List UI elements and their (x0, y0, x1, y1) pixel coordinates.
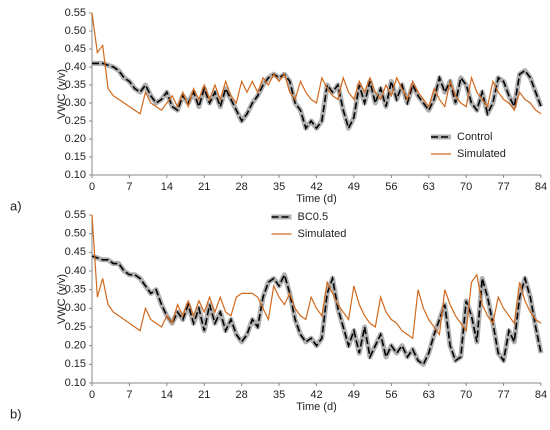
legend-label: Simulated (298, 228, 347, 240)
x-axis-label: Time (d) (296, 193, 337, 205)
x-tick-label: 42 (310, 181, 322, 193)
series-line (92, 62, 542, 131)
y-tick-label: 0.50 (65, 25, 86, 37)
series-line (91, 214, 542, 340)
x-tick-label: 49 (348, 181, 360, 193)
y-axis-label: VWC (v/v) (56, 69, 68, 119)
x-axis-label: Time (d) (296, 401, 337, 413)
y-tick-label: 0.35 (65, 284, 86, 296)
series-line (91, 255, 542, 366)
x-tick-label: 28 (236, 181, 248, 193)
x-tick-label: 21 (198, 389, 210, 401)
y-tick-label: 0.45 (65, 246, 86, 258)
panel-label: b) (10, 406, 22, 421)
y-axis-label: VWC (v/v) (56, 274, 68, 324)
x-tick-label: 70 (460, 181, 472, 193)
y-tick-label: 0.40 (65, 61, 86, 73)
y-tick-label: 0.50 (65, 228, 86, 240)
y-tick-label: 0.25 (65, 321, 86, 333)
x-tick-label: 14 (161, 181, 173, 193)
x-tick-label: 7 (126, 389, 132, 401)
x-tick-label: 35 (273, 389, 285, 401)
y-tick-label: 0.40 (65, 265, 86, 277)
x-tick-label: 63 (423, 389, 435, 401)
y-tick-label: 0.55 (65, 7, 86, 19)
x-tick-label: 35 (273, 181, 285, 193)
x-tick-label: 7 (126, 181, 132, 193)
x-tick-label: 56 (385, 389, 397, 401)
panel-label: a) (10, 198, 22, 213)
x-tick-label: 28 (236, 389, 248, 401)
y-tick-label: 0.35 (65, 79, 86, 91)
y-tick-label: 0.20 (65, 133, 86, 145)
y-tick-label: 0.15 (65, 358, 86, 370)
y-tick-label: 0.55 (65, 209, 86, 221)
x-tick-label: 21 (198, 181, 210, 193)
x-tick-label: 0 (89, 389, 95, 401)
series-line (91, 12, 542, 115)
x-tick-label: 77 (497, 181, 509, 193)
x-tick-label: 56 (385, 181, 397, 193)
x-tick-label: 70 (460, 389, 472, 401)
legend-label: Control (457, 131, 492, 143)
legend-label: BC0.5 (298, 211, 329, 223)
legend-label: Simulated (457, 148, 506, 160)
y-tick-label: 0.20 (65, 340, 86, 352)
x-tick-label: 49 (348, 389, 360, 401)
y-tick-label: 0.25 (65, 115, 86, 127)
x-tick-label: 63 (423, 181, 435, 193)
y-tick-label: 0.10 (65, 169, 86, 181)
y-tick-label: 0.15 (65, 151, 86, 163)
x-tick-label: 84 (535, 389, 547, 401)
x-tick-label: 0 (89, 181, 95, 193)
series-band (92, 60, 544, 131)
y-tick-label: 0.10 (65, 377, 86, 389)
y-tick-label: 0.30 (65, 97, 86, 109)
x-tick-label: 14 (161, 389, 173, 401)
x-tick-label: 77 (497, 389, 509, 401)
x-tick-label: 84 (535, 181, 547, 193)
y-tick-label: 0.45 (65, 43, 86, 55)
series-band (91, 253, 544, 367)
y-tick-label: 0.30 (65, 302, 86, 314)
x-tick-label: 42 (310, 389, 322, 401)
